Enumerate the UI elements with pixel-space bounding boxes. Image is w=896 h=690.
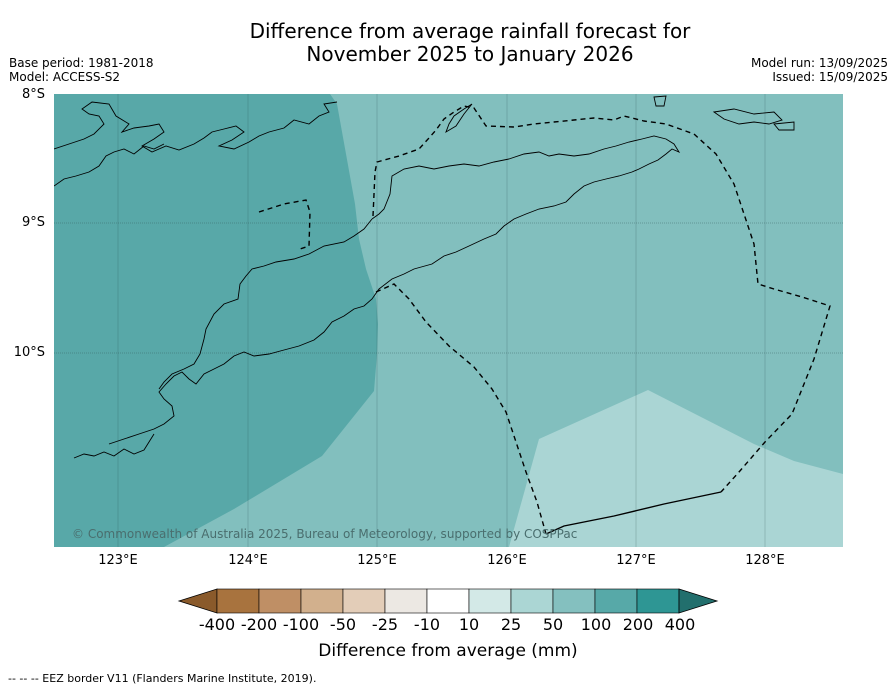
colorbar-bin-4 bbox=[342, 588, 386, 614]
colorbar-bin-2 bbox=[258, 588, 302, 614]
coast-small-4 bbox=[773, 121, 795, 131]
coastlines bbox=[54, 95, 795, 459]
copyright-text: © Commonwealth of Australia 2025, Bureau… bbox=[72, 527, 578, 541]
colorbar-extend-low bbox=[177, 588, 218, 614]
lon-label-125e: 125°E bbox=[357, 553, 397, 568]
colorbar-title: Difference from average (mm) bbox=[318, 641, 578, 661]
graticule bbox=[54, 222, 843, 354]
cbar-label-8: 25 bbox=[500, 615, 522, 634]
map-title: Difference from average rainfall forecas… bbox=[0, 20, 896, 66]
coast-small-2 bbox=[712, 108, 783, 125]
cbar-label-9: 50 bbox=[542, 615, 564, 634]
coast-sumba bbox=[73, 433, 155, 459]
band-25-50 bbox=[509, 390, 843, 547]
colorbar-bin-3 bbox=[300, 588, 344, 614]
eez-border-south bbox=[375, 283, 547, 535]
colorbar-bin-10 bbox=[594, 588, 638, 614]
cbar-label-1: -400 bbox=[198, 615, 236, 634]
coast-small-3 bbox=[445, 103, 473, 134]
cbar-label-6: -10 bbox=[413, 615, 441, 634]
lon-label-128e: 128°E bbox=[745, 553, 785, 568]
band-100-200 bbox=[54, 94, 378, 547]
cbar-label-5: -25 bbox=[371, 615, 399, 634]
lon-label-127e: 127°E bbox=[616, 553, 656, 568]
colorbar-bin-8 bbox=[510, 588, 554, 614]
cbar-label-10: 100 bbox=[580, 615, 612, 634]
coast-north-islands bbox=[54, 101, 338, 153]
colorbar-bin-7 bbox=[468, 588, 512, 614]
cbar-label-11: 200 bbox=[622, 615, 654, 634]
colorbar-bin-5 bbox=[384, 588, 428, 614]
issued-text: Issued: 15/09/2025 bbox=[772, 70, 888, 84]
coast-small-1 bbox=[653, 95, 667, 107]
model-run-text: Model run: 13/09/2025 bbox=[750, 56, 888, 70]
meta-left: Base period: 1981-2018 Model: ACCESS-S2 bbox=[9, 56, 154, 84]
cbar-label-3: -100 bbox=[282, 615, 320, 634]
lon-label-124e: 124°E bbox=[228, 553, 268, 568]
colorbar-bin-9 bbox=[552, 588, 596, 614]
meta-right: Model run: 13/09/2025 Issued: 15/09/2025 bbox=[751, 56, 888, 84]
lon-label-126e: 126°E bbox=[487, 553, 527, 568]
rainfall-map bbox=[54, 94, 843, 547]
colorbar-extend-high bbox=[678, 588, 719, 614]
lon-label-123e: 123°E bbox=[98, 553, 138, 568]
coast-timor bbox=[108, 135, 681, 445]
colorbar-bin-6 bbox=[426, 588, 470, 614]
model-text: Model: ACCESS-S2 bbox=[9, 70, 121, 84]
base-period-text: Base period: 1981-2018 bbox=[9, 56, 154, 70]
title-line-1: Difference from average rainfall forecas… bbox=[249, 19, 691, 43]
lat-label-8s: 8°S bbox=[21, 87, 45, 102]
meridians bbox=[117, 94, 766, 547]
cbar-label-7: 10 bbox=[458, 615, 480, 634]
cbar-label-4: -50 bbox=[329, 615, 357, 634]
eez-border bbox=[258, 105, 831, 493]
colorbar-bin-1 bbox=[216, 588, 260, 614]
coast-timor-north bbox=[54, 143, 165, 187]
lat-label-10s: 10°S bbox=[13, 345, 45, 360]
title-line-2: November 2025 to January 2026 bbox=[306, 42, 634, 66]
map-svg bbox=[54, 94, 843, 547]
footnote-text: -- -- -- EEZ border V11 (Flanders Marine… bbox=[8, 672, 317, 685]
cbar-label-12: 400 bbox=[664, 615, 696, 634]
lat-label-9s: 9°S bbox=[21, 215, 45, 230]
colorbar-bin-11 bbox=[636, 588, 680, 614]
eez-border-solid bbox=[545, 491, 722, 535]
coast-timor-west bbox=[158, 218, 373, 390]
cbar-label-2: -200 bbox=[240, 615, 278, 634]
